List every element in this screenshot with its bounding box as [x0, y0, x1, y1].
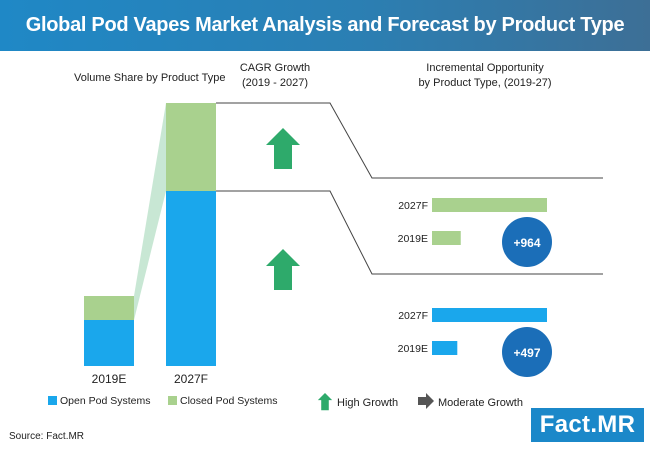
legend-moderate-growth-label: Moderate Growth — [438, 397, 523, 409]
badge-value-closed-pod-systems: +964 — [513, 236, 540, 250]
legend-swatch-open-pod-systems — [48, 396, 57, 405]
legend-label-open-pod-systems: Open Pod Systems — [60, 395, 150, 407]
incr-bar-closed-pod-systems-2019e — [432, 231, 461, 245]
incr-label-closed-pod-systems-2019e: 2019E — [398, 233, 428, 245]
header-banner: Global Pod Vapes Market Analysis and For… — [0, 0, 650, 51]
source-note: Source: Fact.MR — [9, 431, 85, 442]
connector-closed — [216, 102, 603, 179]
bar-2019e-closed-pod-systems — [84, 296, 134, 320]
x-tick-label-2019e: 2019E — [92, 372, 127, 386]
incr-bar-open-pod-systems-2019e — [432, 341, 458, 355]
connector-open — [216, 190, 603, 275]
factmr-logo: Fact.MR — [531, 408, 644, 442]
badge-circle-closed-pod-systems — [502, 217, 552, 267]
cagr-arrow-closed-pod-systems — [266, 128, 300, 169]
badge-value-open-pod-systems: +497 — [513, 346, 540, 360]
growth-band — [134, 103, 166, 320]
bar-2027f-closed-pod-systems — [166, 103, 216, 191]
cagr-title-line2: (2019 - 2027) — [241, 77, 309, 89]
incremental-title-line2: by Product Type, (2019-27) — [418, 77, 552, 89]
incr-label-open-pod-systems-2019e: 2019E — [398, 343, 428, 355]
incr-bar-closed-pod-systems-2027f — [432, 198, 547, 212]
cagr-arrow-open-pod-systems — [266, 249, 300, 290]
cagr-title-line1: CAGR Growth — [239, 62, 311, 74]
legend-swatch-closed-pod-systems — [168, 396, 177, 405]
legend-high-growth-icon — [317, 393, 333, 411]
incr-label-open-pod-systems-2027f: 2027F — [398, 310, 428, 322]
bar-2027f-open-pod-systems — [166, 191, 216, 366]
badge-circle-open-pod-systems — [502, 327, 552, 377]
incremental-title-line1: Incremental Opportunity — [426, 62, 544, 74]
bar-2019e-open-pod-systems — [84, 320, 134, 366]
volume-share-title: Volume Share by Product Type — [74, 72, 226, 84]
chart-title: Global Pod Vapes Market Analysis and For… — [25, 14, 625, 36]
incr-label-closed-pod-systems-2027f: 2027F — [398, 200, 428, 212]
legend-high-growth-label: High Growth — [337, 397, 398, 409]
legend-moderate-growth-icon — [418, 393, 434, 409]
legend-label-closed-pod-systems: Closed Pod Systems — [180, 395, 277, 407]
x-tick-label-2027f: 2027F — [174, 372, 208, 386]
incr-bar-open-pod-systems-2027f — [432, 308, 547, 322]
logo-text: Fact.MR — [539, 411, 636, 438]
